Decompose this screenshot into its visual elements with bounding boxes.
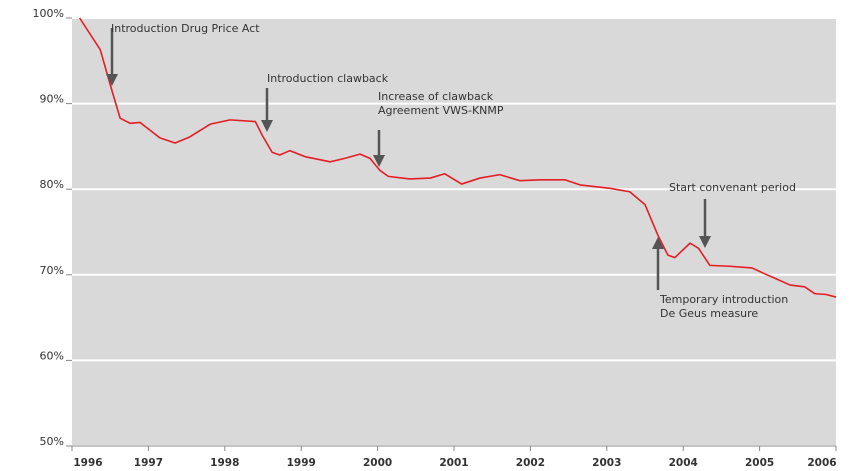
x-tick-label: 1998 <box>210 457 239 469</box>
arrow-head <box>106 74 118 86</box>
x-tick-label: 1996 <box>73 457 102 469</box>
arrows <box>106 28 711 290</box>
arrow-head <box>373 155 385 167</box>
x-tick-label: 2006 <box>807 457 836 469</box>
y-tick-label: 60% <box>40 349 64 362</box>
y-tick-label: 70% <box>40 264 64 277</box>
x-tick-label: 2001 <box>439 457 468 469</box>
x-tick-label: 2005 <box>745 457 774 469</box>
lines <box>78 17 837 298</box>
annotation: Start convenant period <box>669 181 796 194</box>
x-tick-label: 2002 <box>516 457 545 469</box>
x-tick-label: 1999 <box>287 457 316 469</box>
x-tick-label: 2003 <box>592 457 621 469</box>
arrow-head <box>699 236 711 248</box>
arrow-head <box>261 120 273 132</box>
annotation: Temporary introduction <box>659 293 788 306</box>
x-tick-label: 1997 <box>134 457 163 469</box>
y-tick-label: 90% <box>40 93 64 106</box>
annotation: Agreement VWS-KNMP <box>378 104 504 117</box>
y-tick-label: 50% <box>40 435 64 448</box>
annotation: Introduction Drug Price Act <box>111 22 260 35</box>
y-tick-label: 80% <box>40 178 64 191</box>
annotation: Increase of clawback <box>378 90 494 103</box>
y-tick-label: 100% <box>33 7 64 20</box>
x-tick-label: 2000 <box>363 457 392 469</box>
line-series <box>78 17 837 298</box>
arrow-head <box>652 237 664 249</box>
plot-background <box>72 18 836 446</box>
annotation: De Geus measure <box>660 307 758 320</box>
x-tick-label: 2004 <box>669 457 698 469</box>
annotation: Introduction clawback <box>267 72 389 85</box>
